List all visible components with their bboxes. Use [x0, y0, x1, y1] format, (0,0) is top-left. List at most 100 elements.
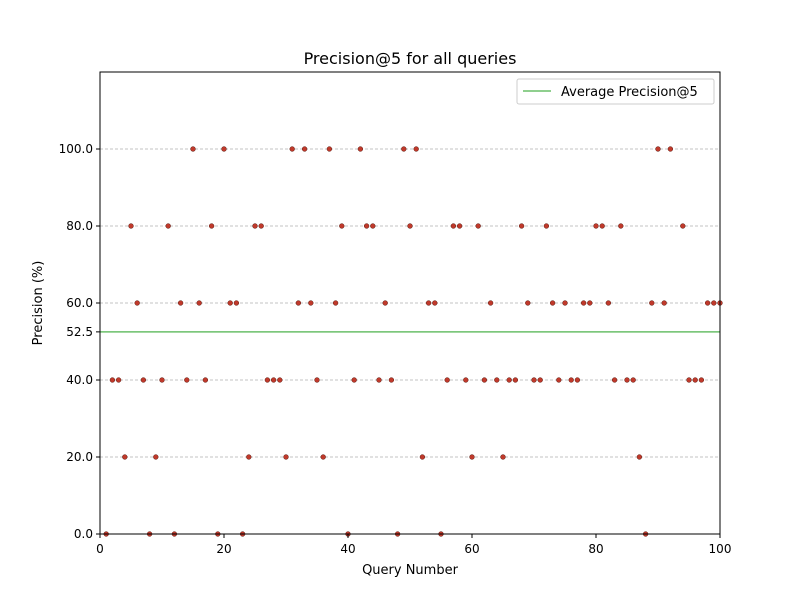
x-tick-label: 100	[709, 542, 732, 556]
data-point	[153, 454, 159, 460]
x-tick-label: 20	[216, 542, 231, 556]
data-point	[655, 146, 661, 152]
data-point	[388, 377, 395, 383]
data-point	[351, 377, 357, 383]
data-point	[487, 300, 494, 306]
data-point	[413, 146, 419, 152]
data-point	[481, 377, 488, 383]
data-point	[661, 300, 667, 306]
data-point	[574, 377, 581, 383]
legend-label-average: Average Precision@5	[561, 85, 698, 100]
data-point	[190, 146, 196, 152]
data-point	[326, 146, 333, 152]
data-point	[469, 454, 475, 460]
data-point	[618, 223, 624, 229]
data-point	[568, 377, 574, 383]
data-point	[382, 300, 388, 306]
data-point	[376, 377, 382, 383]
data-point	[630, 377, 636, 383]
data-point	[512, 377, 519, 383]
data-point	[159, 377, 165, 383]
data-point	[649, 300, 655, 306]
data-point	[357, 146, 364, 152]
y-tick-label: 0.0	[74, 527, 93, 541]
data-point	[208, 223, 215, 229]
data-point	[562, 300, 568, 306]
data-point	[165, 223, 171, 229]
data-point	[221, 146, 227, 152]
data-point	[419, 454, 426, 460]
chart-title: Precision@5 for all queries	[304, 49, 517, 68]
data-point	[475, 223, 481, 229]
data-point	[500, 454, 506, 460]
data-point	[494, 377, 500, 383]
data-point	[289, 146, 295, 152]
data-point	[202, 377, 209, 383]
x-tick-label: 80	[588, 542, 603, 556]
data-point	[283, 454, 289, 460]
data-point	[704, 300, 711, 306]
data-point	[444, 377, 450, 383]
data-point	[587, 300, 593, 306]
legend-box	[516, 78, 715, 105]
x-tick-label: 40	[340, 542, 355, 556]
data-point	[680, 223, 686, 229]
data-point	[556, 377, 562, 383]
data-point	[314, 377, 320, 383]
data-point	[252, 223, 258, 229]
data-point	[605, 300, 612, 306]
data-point	[531, 377, 537, 383]
data-point	[277, 377, 283, 383]
data-point	[370, 223, 376, 229]
data-point	[264, 377, 271, 383]
data-point	[109, 377, 116, 383]
x-tick-label: 60	[464, 542, 479, 556]
data-point	[339, 223, 345, 229]
data-point	[450, 223, 457, 229]
data-point	[227, 300, 233, 306]
data-point	[407, 223, 413, 229]
data-point	[525, 300, 531, 306]
data-point	[258, 223, 264, 229]
data-point	[177, 300, 184, 306]
data-point	[692, 377, 698, 383]
data-point	[624, 377, 630, 383]
data-point	[401, 146, 407, 152]
data-point	[463, 377, 469, 383]
data-point	[140, 377, 147, 383]
data-point	[295, 300, 302, 306]
data-point	[432, 300, 438, 306]
data-point	[184, 377, 190, 383]
data-point	[308, 300, 314, 306]
y-tick-label: 20.0	[66, 450, 93, 464]
data-points	[103, 146, 723, 537]
data-point	[246, 454, 252, 460]
y-tick-label: 40.0	[66, 373, 93, 387]
data-point	[599, 223, 605, 229]
data-point	[711, 300, 717, 306]
data-point	[698, 377, 705, 383]
data-point	[196, 300, 202, 306]
y-tick-label: 100.0	[59, 142, 93, 156]
data-point	[320, 454, 326, 460]
data-point	[332, 300, 339, 306]
data-point	[128, 223, 134, 229]
y-axis-title: Precision (%)	[31, 261, 46, 346]
data-point	[580, 300, 587, 306]
data-point	[270, 377, 277, 383]
data-point	[301, 146, 308, 152]
data-point	[611, 377, 618, 383]
y-tick-label: 80.0	[66, 219, 93, 233]
data-point	[233, 300, 240, 306]
y-tick-label: 52.5	[66, 325, 93, 339]
data-point	[456, 223, 463, 229]
data-point	[537, 377, 543, 383]
data-point	[593, 223, 599, 229]
data-point	[543, 223, 550, 229]
data-point	[506, 377, 512, 383]
data-point	[636, 454, 643, 460]
axis-ticks: 0.0 20.0 40.0 52.5 60.0 80.0 100.0 0 20 40 60 80 100	[59, 142, 732, 556]
y-tick-label: 60.0	[66, 296, 93, 310]
